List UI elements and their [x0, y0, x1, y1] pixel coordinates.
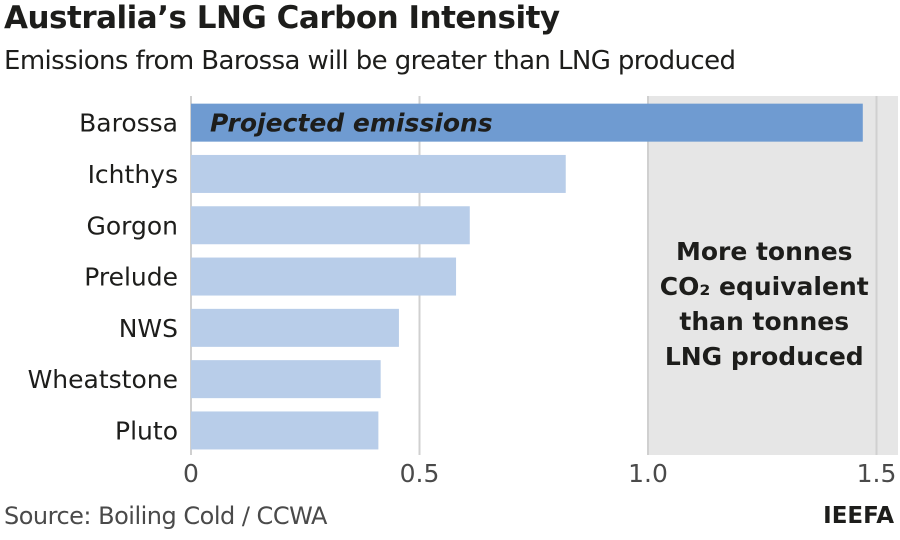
source-note: Source: Boiling Cold / CCWA	[4, 502, 327, 530]
category-label: Ichthys	[88, 160, 178, 189]
bar-annotation: Projected emissions	[210, 109, 493, 138]
category-label: Pluto	[115, 416, 178, 445]
x-tick-label: 1.5	[857, 459, 897, 488]
region-note-line: than tonnes	[679, 307, 849, 336]
bar-gorgon	[191, 206, 470, 245]
region-note-line: LNG produced	[665, 342, 864, 371]
bar-nws	[191, 308, 399, 347]
x-tick-label: 0	[183, 459, 199, 488]
bar-ichthys	[191, 154, 566, 193]
region-note-line: More tonnes	[676, 237, 853, 266]
x-tick-label: 1.0	[628, 459, 668, 488]
bar-wheatstone	[191, 360, 381, 399]
shaded-region	[648, 96, 898, 455]
x-tick-label: 0.5	[400, 459, 440, 488]
chart-subtitle: Emissions from Barossa will be greater t…	[4, 46, 736, 76]
bar-barossa	[191, 103, 863, 142]
region-note-line: CO₂ equivalent	[660, 272, 869, 301]
brand-logo: IEEFA	[823, 503, 894, 529]
category-label: Barossa	[79, 109, 178, 138]
bar-prelude	[191, 257, 457, 296]
bar-pluto	[191, 411, 379, 450]
category-label: Gorgon	[86, 211, 178, 240]
category-label: Wheatstone	[28, 365, 178, 394]
chart-title: Australia’s LNG Carbon Intensity	[4, 0, 560, 36]
category-label: Prelude	[84, 263, 178, 292]
category-label: NWS	[119, 314, 178, 343]
